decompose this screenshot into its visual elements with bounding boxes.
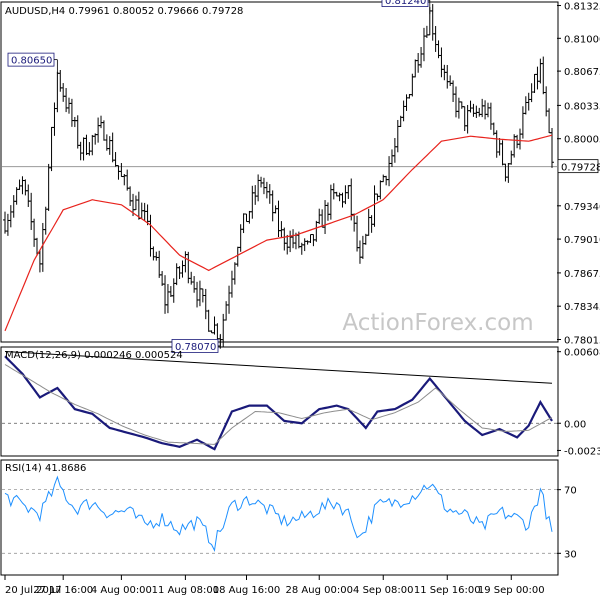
- macd-signal-line: [4, 364, 553, 445]
- price-tick-label: 0.80335: [564, 101, 600, 112]
- time-tick-label: 19 Sep 00:00: [478, 585, 545, 596]
- price-tick-label: 0.78675: [564, 269, 600, 280]
- macd-panel: [0, 346, 559, 457]
- price-tick-label: 0.78015: [564, 335, 600, 346]
- time-tick-label: 27 Jul 16:00: [33, 585, 93, 596]
- time-tick-label: 28 Aug 00:00: [286, 585, 353, 596]
- time-tick-label: 11 Aug 08:00: [152, 585, 219, 596]
- price-tick-label: 0.78345: [564, 302, 600, 313]
- time-tick-label: 4 Sep 08:00: [353, 585, 413, 596]
- macd-tick-label: 0.006086: [564, 348, 600, 359]
- price-series: [3, 4, 554, 349]
- chart-header: AUDUSD,H4 0.79961 0.80052 0.79666 0.7972…: [5, 6, 243, 17]
- price-tick-label: 0.81325: [564, 2, 600, 13]
- price-annotation-label: 0.80650: [11, 56, 52, 67]
- time-tick-label: 4 Aug 00:00: [91, 585, 152, 596]
- rsi-tick-label: 30: [564, 549, 577, 560]
- macd-trendline: [4, 351, 553, 384]
- price-tick-label: 0.80005: [564, 135, 600, 146]
- price-annotation-label: 0.81240: [385, 0, 426, 7]
- time-tick-label: 20 Jul 2017: [5, 585, 62, 596]
- rsi-panel: [0, 459, 559, 576]
- rsi-tick-label: 70: [564, 486, 577, 497]
- rsi-label: RSI(14) 41.8686: [5, 463, 86, 474]
- time-tick-label: 18 Aug 16:00: [213, 585, 280, 596]
- watermark: ActionForex.com: [342, 310, 533, 336]
- rsi-line: [4, 475, 553, 553]
- price-annotation-label: 0.78070: [175, 342, 216, 353]
- macd-line: [4, 355, 553, 451]
- time-tick-label: 11 Sep 16:00: [414, 585, 481, 596]
- price-tick-label: 0.80675: [564, 67, 600, 78]
- last-price-label: 0.79728: [561, 163, 600, 174]
- macd-label: MACD(12,26,9) 0.000246 0.000524: [5, 350, 183, 361]
- macd-tick-label: -0.002313: [564, 446, 600, 457]
- macd-tick-label: 0.00: [564, 419, 586, 430]
- price-panel: [0, 1, 559, 343]
- sma-line: [4, 134, 553, 332]
- last-price-box: [557, 159, 599, 174]
